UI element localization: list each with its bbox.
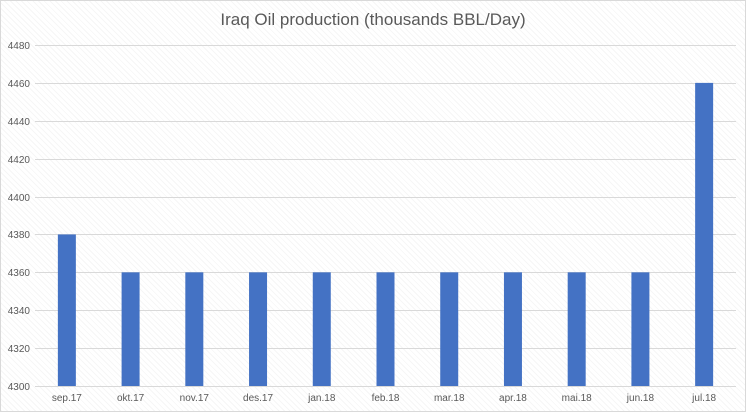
y-tick-label: 4340: [8, 306, 31, 317]
bar-nov-17: [185, 272, 204, 386]
bar-jun-18: [631, 272, 650, 386]
bar-feb-18: [376, 272, 395, 386]
bars: [57, 82, 714, 386]
x-tick-label: sep.17: [52, 393, 82, 404]
x-axis-ticks: sep.17 okt.17 nov.17 des.17 jan.18 feb.18 mar.…: [52, 393, 717, 404]
x-tick-label: okt.17: [117, 393, 145, 404]
y-tick-label: 4400: [8, 193, 31, 204]
x-tick-label: nov.17: [180, 393, 210, 404]
x-tick-label: mai.18: [562, 393, 592, 404]
y-tick-label: 4300: [8, 382, 31, 393]
bar-jul-18: [695, 82, 714, 386]
bar-mai-18: [567, 272, 586, 386]
x-tick-label: jul.18: [691, 393, 716, 404]
bar-sep-17: [57, 234, 76, 386]
bar-jan-18: [312, 272, 331, 386]
y-tick-label: 4480: [8, 41, 31, 52]
y-tick-label: 4460: [8, 79, 31, 90]
x-tick-label: feb.18: [372, 393, 400, 404]
x-tick-label: apr.18: [499, 393, 527, 404]
y-tick-label: 4380: [8, 230, 31, 241]
x-tick-label: jun.18: [626, 393, 655, 404]
x-tick-label: jan.18: [307, 393, 336, 404]
y-tick-label: 4420: [8, 155, 31, 166]
x-tick-label: des.17: [243, 393, 273, 404]
y-tick-label: 4440: [8, 117, 31, 128]
y-axis-ticks: 4300 4320 4340 4360 4380 4400 4420 4440 4460 4480: [8, 41, 31, 393]
chart-title: Iraq Oil production (thousands BBL/Day): [220, 10, 526, 29]
bar-okt-17: [121, 272, 140, 386]
bar-des-17: [249, 272, 268, 386]
bar-apr-18: [503, 272, 522, 386]
y-tick-label: 4320: [8, 344, 31, 355]
y-tick-label: 4360: [8, 268, 31, 279]
x-tick-label: mar.18: [434, 393, 465, 404]
bar-mar-18: [440, 272, 459, 386]
